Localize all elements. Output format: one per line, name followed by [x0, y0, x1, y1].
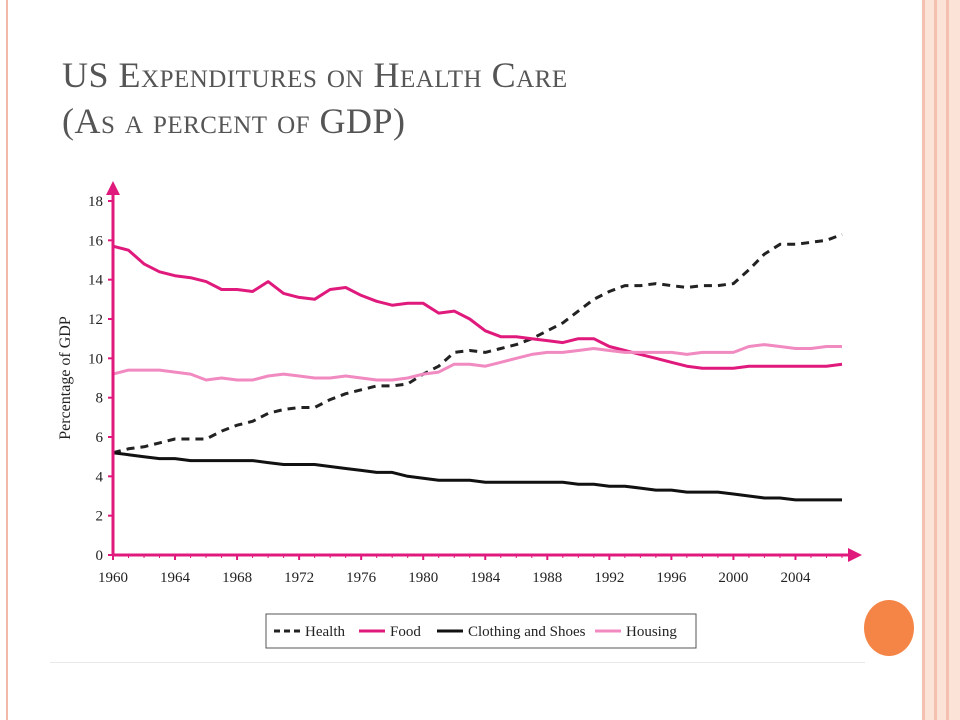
chart-series	[112, 232, 843, 502]
slide-right-border-stripes	[918, 0, 960, 720]
series-clothing-and-shoes-line	[112, 451, 842, 502]
x-axis-arrow	[848, 548, 862, 562]
y-tick-label: 6	[96, 430, 104, 446]
x-tick-label: 2004	[780, 570, 811, 586]
legend-label: Food	[390, 624, 421, 640]
x-tick-label: 1996	[656, 570, 687, 586]
y-tick-label: 14	[88, 273, 104, 289]
x-tick-label: 1972	[284, 570, 314, 586]
slide-title-line-2: (As a percent of GDP)	[62, 101, 406, 141]
x-tick-label: 1976	[346, 570, 377, 586]
y-tick-label: 18	[88, 194, 103, 210]
y-axis-ticks: 0 2 4 6 8 10 12 14 16 18	[88, 194, 113, 564]
legend-label: Housing	[626, 624, 677, 640]
x-axis-ticks: 1960 1964 1968 1972 1976 1980 1984 1988 1992 1996…	[98, 555, 843, 586]
y-tick-label: 10	[88, 351, 103, 367]
y-tick-label: 8	[96, 391, 104, 407]
y-axis-arrow	[106, 181, 120, 195]
x-tick-label: 1984	[470, 570, 501, 586]
series-housing-line	[112, 343, 842, 382]
slide-title-line-1: US Expenditures on Health Care	[62, 55, 568, 95]
slide-title: US Expenditures on Health Care (As a per…	[62, 52, 822, 144]
y-axis-label: Percentage of GDP	[57, 316, 74, 440]
footer-divider	[50, 662, 865, 663]
chart-axes	[106, 181, 862, 562]
legend-box	[265, 613, 697, 649]
series-health-line	[112, 232, 843, 455]
x-tick-label: 1968	[222, 570, 252, 586]
orange-circle-decoration	[864, 600, 914, 656]
y-tick-label: 4	[96, 469, 104, 485]
x-tick-label: 1980	[408, 570, 438, 586]
x-tick-label: 1992	[594, 570, 624, 586]
x-tick-label: 1964	[160, 570, 191, 586]
x-tick-label: 2000	[718, 570, 748, 586]
x-tick-label: 1988	[532, 570, 562, 586]
chart-legend: Health Food Clothing and Shoes Housing	[265, 613, 697, 649]
series-food-line	[112, 244, 843, 370]
slide-left-border	[0, 0, 8, 720]
y-tick-label: 2	[96, 509, 104, 525]
legend-label: Clothing and Shoes	[468, 624, 586, 640]
legend-label: Health	[305, 624, 345, 640]
y-tick-label: 12	[88, 312, 103, 328]
x-tick-label: 1960	[98, 570, 128, 586]
y-tick-label: 0	[96, 548, 104, 564]
y-tick-label: 16	[88, 233, 104, 249]
